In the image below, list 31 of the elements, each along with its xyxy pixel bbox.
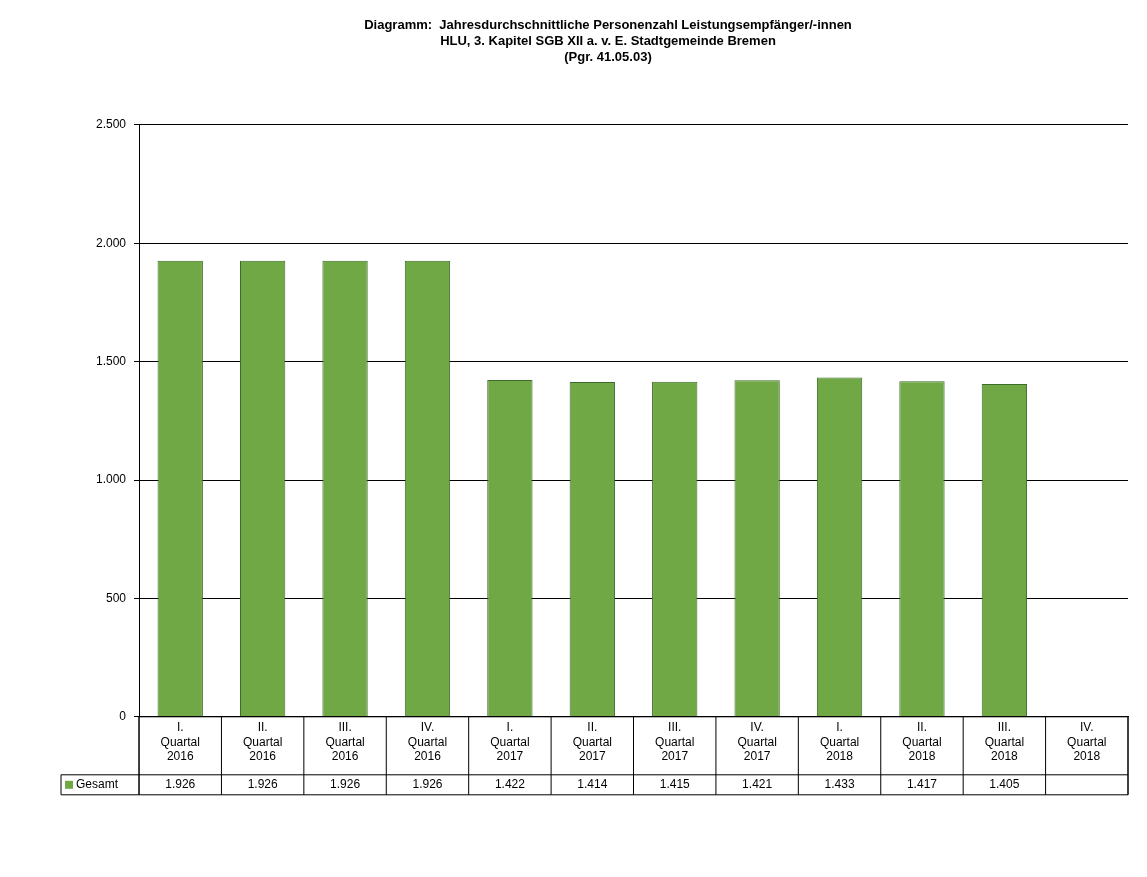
data-label: 1.422: [494, 777, 526, 792]
data-label: 1.415: [659, 777, 691, 792]
x-tick-label: IV. Quartal 2016: [407, 720, 448, 764]
x-tick-label: IV. Quartal 2017: [737, 720, 777, 764]
y-tick-label: 1.000: [96, 472, 127, 487]
data-label: 1.926: [330, 777, 361, 792]
x-tick-label: II. Quartal 2017: [572, 720, 612, 764]
data-label: 1.414: [577, 777, 608, 792]
y-tick-label: 0: [119, 709, 127, 724]
x-tick-label: III. Quartal 2017: [655, 720, 695, 764]
data-label: 1.433: [824, 777, 855, 792]
x-tick-label: II. Quartal 2016: [242, 720, 283, 764]
x-tick-label: III. Quartal 2018: [984, 720, 1025, 764]
x-tick-label: II. Quartal 2018: [902, 720, 942, 764]
y-tick-label: 1.500: [96, 353, 127, 368]
data-label: 1.926: [165, 777, 196, 792]
data-label: 1.405: [989, 777, 1020, 792]
data-label: 1.926: [247, 777, 278, 792]
x-tick-label: I. Quartal 2016: [160, 720, 200, 764]
x-tick-label: IV. Quartal 2018: [1067, 720, 1107, 764]
legend-label: Gesamt: [76, 777, 119, 792]
y-tick-label: 2.500: [96, 117, 127, 132]
chart-title: Diagramm: Jahresdurchschnittliche Personenzahl Leistungsempfänger/-innen HLU, 3. Kapitel SGB XII a. v. E. Stadtgemeinde Bremen (Pgr. 41.05.03): [364, 17, 852, 64]
x-tick-label: I. Quartal 2017: [490, 720, 530, 764]
data-label: 1.926: [412, 777, 443, 792]
data-label: 1.417: [906, 777, 938, 792]
data-label: 1.421: [742, 777, 773, 792]
y-tick-label: 2.000: [96, 235, 127, 250]
y-tick-label: 500: [106, 590, 127, 605]
x-tick-label: I. Quartal 2018: [819, 720, 860, 764]
x-tick-label: III. Quartal 2016: [325, 720, 365, 764]
